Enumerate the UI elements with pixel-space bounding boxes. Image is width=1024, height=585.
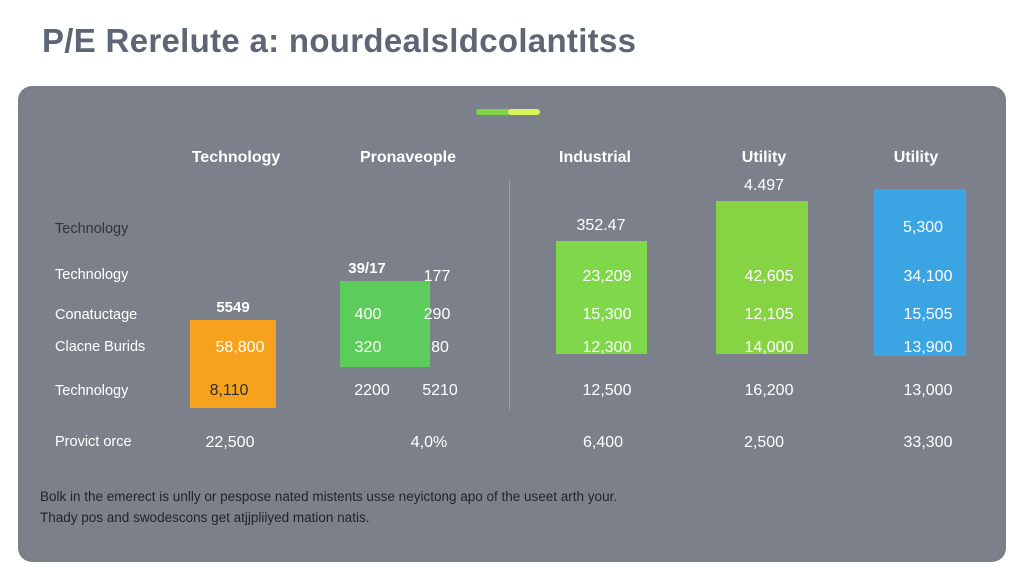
cell-r4-c5: 13,000	[903, 382, 953, 399]
row-label-4: Clacne Burids	[55, 339, 146, 355]
row-label-2: Technology	[55, 267, 129, 283]
cell-r3-c4: 14,000	[744, 339, 794, 356]
bar-utility-1	[716, 201, 808, 354]
cell-r1-c4: 42,605	[744, 268, 794, 285]
cell-r5-c5: 33,300	[903, 434, 953, 451]
chart-panel	[18, 86, 1006, 562]
cell-r5-c2: 4,0%	[410, 434, 448, 451]
bar-utility-2-notch	[928, 302, 966, 330]
column-divider	[509, 180, 510, 410]
bar-pronaveople	[340, 281, 430, 367]
cell-r3-c5: 13,900	[903, 339, 953, 356]
data-label-col2-top: 39/17	[348, 260, 386, 277]
cell-r2-c3: 15,300	[582, 306, 632, 323]
cell-r5-c1: 22,500	[205, 434, 255, 451]
data-label-col3-top: 352.47	[576, 217, 626, 234]
page-title: P/E Rerelute a: nourdealsldcolantitss	[42, 22, 637, 59]
cell-r1-c5: 34,100	[903, 268, 953, 285]
footnote-line-2: Thady pos and swodescons get atjjpliiyed…	[40, 510, 370, 525]
column-header-technology: Technology	[191, 149, 281, 166]
cell-r3-c3: 12,300	[582, 339, 632, 356]
cell-r3-c2b: 80	[431, 339, 449, 356]
cell-r5-c3: 6,400	[582, 434, 624, 451]
row-label-3: Conatuctage	[55, 307, 138, 323]
cell-r5-c4: 2,500	[743, 434, 785, 451]
cell-r2-c5: 15,505	[903, 306, 953, 323]
cell-r1-c3: 23,209	[582, 268, 632, 285]
cell-r4-c4: 16,200	[744, 382, 794, 399]
legend-pill-yellow	[508, 109, 540, 115]
cell-r1-c2: 177	[423, 268, 451, 285]
row-label-1: Technology	[55, 221, 129, 237]
cell-r4-c1: 8,110	[209, 382, 249, 399]
row-label-6: Provict orce	[55, 434, 132, 450]
column-header-utility-1: Utility	[741, 149, 787, 166]
cell-r2-c2a: 400	[354, 306, 382, 323]
legend-pill-green	[476, 109, 510, 115]
footnote-line-1: Bolk in the emerect is unlly or pespose …	[40, 489, 618, 504]
cell-r2-c4: 12,105	[744, 306, 794, 323]
column-header-utility-2: Utility	[893, 149, 939, 166]
cell-r3-c2a: 320	[354, 339, 382, 356]
data-label-col5-top: 5,300	[902, 219, 944, 236]
bar-technology	[190, 320, 276, 408]
cell-r4-c2a: 2200	[354, 382, 390, 399]
cell-r3-c1: 58,800	[215, 339, 265, 356]
data-label-col1-top: 5549	[216, 299, 250, 316]
column-header-industrial: Industrial	[558, 149, 632, 166]
row-label-5: Technology	[55, 383, 129, 399]
cell-r4-c3: 12,500	[582, 382, 632, 399]
column-header-pronaveople: Pronaveople	[359, 149, 457, 166]
bar-industrial	[556, 241, 647, 354]
cell-r4-c2b: 5210	[422, 382, 458, 399]
cell-r2-c2b: 290	[423, 306, 451, 323]
data-label-col4-top: 4.497	[743, 177, 785, 194]
